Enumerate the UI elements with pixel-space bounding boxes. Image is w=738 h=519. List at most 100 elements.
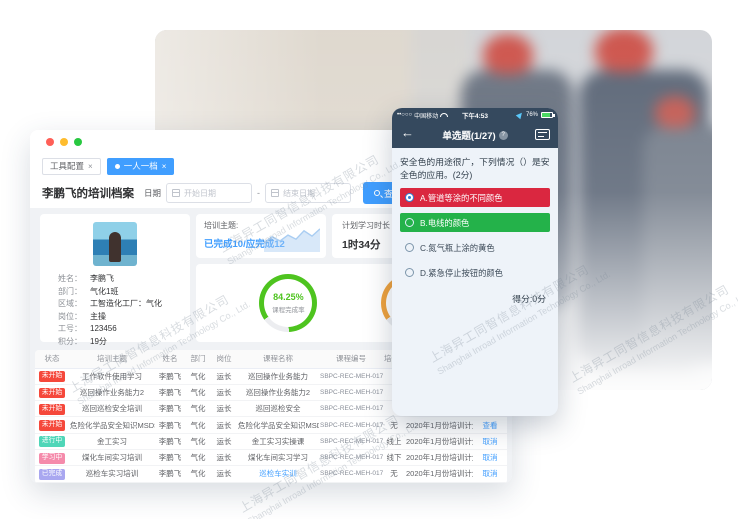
close-tab-icon[interactable]: ×: [161, 161, 167, 171]
cell-dept: 气化: [185, 368, 211, 385]
end-date-placeholder: 结束日期: [283, 188, 316, 198]
row-action-link[interactable]: 查看: [482, 420, 498, 430]
row-action-link[interactable]: 取消: [482, 469, 498, 479]
cell-post: 运长: [211, 368, 237, 385]
sparkline-chart: [264, 228, 320, 252]
cell-status: 未开始: [35, 416, 69, 434]
cell-course: 巡回操作业务能力2: [237, 384, 319, 402]
cell-plan: 2020年1月份培训计划: [405, 465, 473, 483]
quiz-option[interactable]: B.电线的颜色: [400, 213, 550, 233]
wifi-icon: [440, 113, 449, 117]
profile-field: 部门： 气化1班: [58, 286, 190, 299]
start-date-placeholder: 开始日期: [184, 188, 217, 198]
cell-name: 李鹏飞: [155, 465, 185, 483]
close-window-icon[interactable]: [46, 138, 54, 146]
cell-status: 学习中: [35, 449, 69, 467]
carrier-label: 中国移动: [414, 113, 439, 120]
close-tab-icon[interactable]: ×: [88, 161, 93, 171]
date-label: 日期: [144, 188, 162, 198]
gauge-value: 84.25%: [273, 292, 304, 302]
status-badge: 未开始: [38, 403, 66, 415]
mobile-quiz-screen: ••○○○ 中国移动 下午4:53 76% ← 单选题(1/27) ? 安全色的…: [392, 108, 558, 416]
quiz-option[interactable]: D.紧急停止按钮的颜色: [400, 263, 550, 282]
calendar-icon: [172, 189, 181, 197]
row-action-link[interactable]: 取消: [482, 436, 498, 446]
cell-topic: 工作软件使用学习: [69, 368, 155, 385]
course-link[interactable]: 巡检车实训: [259, 469, 297, 479]
cell-dept: 气化: [185, 416, 211, 434]
status-badge: 未开始: [38, 371, 66, 383]
maximize-window-icon[interactable]: [74, 138, 82, 146]
table-row: 学习中 煤化车间实习培训 李鹏飞 气化 运长 煤化车间实习学习 SBPC-REC-MEH-0…: [35, 449, 507, 467]
active-dot-icon: [114, 163, 120, 169]
cell-post: 运长: [211, 449, 237, 467]
avatar: [93, 222, 137, 266]
training-topic-card: 培训主题: 已完成10/应完成12: [196, 214, 326, 258]
planned-duration-label: 计划学习时长: [342, 221, 390, 230]
help-icon[interactable]: ?: [498, 130, 508, 140]
profile-field-value: 19分: [90, 336, 107, 346]
radio-icon[interactable]: [405, 243, 414, 253]
cell-name: 李鹏飞: [155, 416, 185, 434]
cell-name: 李鹏飞: [155, 384, 185, 402]
cell-code: SBPC-REC-MEH-017: [319, 368, 383, 385]
cell-status: 未开始: [35, 368, 69, 385]
quiz-option[interactable]: A.管道等涂的不同颜色: [400, 188, 550, 208]
tab-tool-config[interactable]: 工具配置 ×: [42, 157, 101, 175]
status-badge: 学习中: [38, 452, 66, 464]
back-arrow-icon[interactable]: ←: [401, 125, 414, 140]
tab-label: 一人一档: [123, 161, 158, 171]
cell-mode: 无: [383, 416, 405, 434]
profile-field-label: 工号：: [58, 324, 82, 333]
cell-post: 运长: [211, 465, 237, 483]
status-badge: 进行中: [38, 436, 66, 448]
radio-icon[interactable]: [405, 268, 414, 278]
start-date-input[interactable]: 开始日期: [166, 183, 253, 203]
column-header: 课程编号: [319, 350, 383, 369]
profile-field: 姓名： 李鹏飞: [58, 273, 190, 286]
cell-topic: 巡回操作业务能力2: [69, 384, 155, 402]
training-topic-value: 已完成10/应完成12: [204, 239, 285, 250]
column-header: 岗位: [211, 350, 237, 369]
profile-field-label: 区域：: [58, 299, 82, 308]
cell-dept: 气化: [185, 384, 211, 402]
cell-code: SBPC-REC-MEH-017: [319, 416, 383, 434]
cell-name: 李鹏飞: [155, 449, 185, 467]
cell-plan: 2020年1月份培训计划: [405, 416, 473, 434]
battery-icon: [541, 112, 555, 118]
cell-status: 未开始: [35, 400, 69, 418]
gauge-label: 课程完成率: [272, 307, 305, 314]
phone-status-bar: ••○○○ 中国移动 下午4:53 76%: [392, 108, 558, 122]
tab-one-person-one-file[interactable]: 一人一档 ×: [106, 157, 175, 175]
cell-plan: 2020年1月份培训计划: [405, 449, 473, 467]
cell-course: 巡回操作业务能力: [237, 368, 319, 385]
radio-icon[interactable]: [405, 193, 414, 203]
signal-dots-icon: ••○○○: [397, 112, 413, 118]
end-date-input[interactable]: 结束日期: [265, 183, 352, 203]
cell-post: 运长: [211, 400, 237, 418]
cell-plan: 2020年1月份培训计划: [405, 433, 473, 450]
option-text: D.紧急停止按钮的颜色: [420, 267, 503, 278]
profile-field: 区域： 工智造化工厂：气化: [58, 298, 190, 311]
minimize-window-icon[interactable]: [60, 138, 68, 146]
radio-icon[interactable]: [405, 218, 414, 228]
profile-field-label: 部门：: [58, 286, 82, 296]
training-topic-label: 培训主题:: [204, 221, 239, 230]
gauge-ring: [259, 274, 318, 332]
row-action-link[interactable]: 取消: [482, 453, 498, 463]
column-header: 培训主题: [69, 350, 155, 369]
cell-action: 取消: [473, 449, 507, 467]
profile-field: 积分： 19分: [58, 336, 190, 349]
cell-mode: 线上: [383, 433, 405, 450]
profile-field-value: 主操: [90, 311, 106, 321]
answer-card-icon[interactable]: [535, 129, 550, 140]
cell-course: 金工实习实操课: [237, 433, 319, 450]
cell-course: 煤化车间实习学习: [237, 449, 319, 467]
cell-dept: 气化: [185, 433, 211, 450]
column-header: 状态: [35, 350, 69, 369]
option-text: B.电线的颜色: [420, 217, 470, 228]
quiz-option[interactable]: C.氮气瓶上涂的黄色: [400, 238, 550, 257]
status-time: 下午4:53: [461, 113, 488, 120]
cell-status: 进行中: [35, 433, 69, 450]
profile-field-value: 123456: [90, 324, 117, 333]
